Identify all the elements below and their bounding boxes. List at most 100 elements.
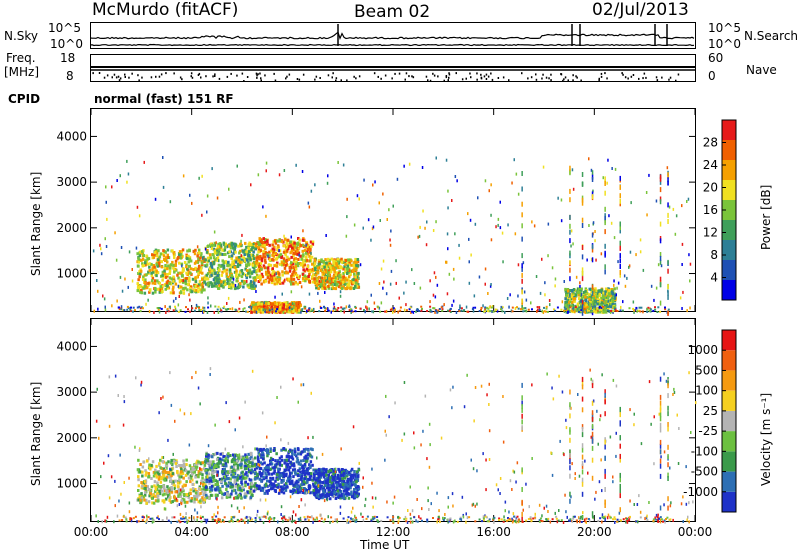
power-echo-cell xyxy=(199,254,203,258)
velocity-echo-cell xyxy=(139,500,143,504)
velocity-echo-cell xyxy=(180,475,183,479)
freq-dot xyxy=(448,76,450,79)
power-ground-cell xyxy=(429,308,432,311)
power-ground-cell xyxy=(484,310,486,313)
velocity-echo-cell xyxy=(291,449,294,453)
power-echo-cell xyxy=(273,239,277,243)
power-ground-cell xyxy=(216,308,219,311)
power-scatter-cell xyxy=(617,260,619,264)
power-echo-cell xyxy=(198,251,201,255)
velocity-echo-cell xyxy=(272,482,275,486)
power-echo-cell xyxy=(153,253,156,257)
power-echo-cell xyxy=(355,271,359,275)
power-echo-cell xyxy=(239,242,242,246)
power-ground-cell xyxy=(478,310,481,312)
power-echo-cell xyxy=(209,281,213,285)
power-echo-cell xyxy=(173,270,176,274)
power-echo-cell xyxy=(185,276,189,280)
power-scatter-cell xyxy=(350,311,352,314)
velocity-echo-cell xyxy=(258,486,261,490)
power-scatter-cell xyxy=(175,297,177,300)
velocity-echo-cell xyxy=(185,493,188,497)
power-echo-cell xyxy=(287,277,291,281)
power-streak-cell xyxy=(604,269,606,275)
velocity-echo-cell xyxy=(223,479,227,483)
power-echo-cell xyxy=(207,244,210,248)
power-echo-cell xyxy=(317,266,320,270)
freq-dot xyxy=(563,78,565,81)
power-scatter-cell xyxy=(586,258,588,262)
power-echo-cell xyxy=(169,266,172,270)
power-echo-cell xyxy=(305,267,309,271)
power-ground-cell xyxy=(501,310,504,313)
power-ground-cell xyxy=(264,306,267,309)
velocity-echo-cell xyxy=(145,501,148,505)
power-echo-cell xyxy=(215,249,218,253)
velocity-echo-cell xyxy=(302,448,306,452)
power-echo-cell xyxy=(260,272,264,276)
velocity-echo-cell xyxy=(147,472,151,475)
power-echo-cell xyxy=(213,241,217,245)
velocity-echo-cell xyxy=(208,481,211,485)
power-echo-cell xyxy=(266,239,269,243)
freq-dot xyxy=(470,76,472,79)
power-echo-cell xyxy=(249,284,253,288)
power-echo-cell xyxy=(262,305,265,309)
power-echo-cell xyxy=(294,272,298,276)
power-echo-cell xyxy=(155,254,159,258)
freq-dot xyxy=(535,73,537,76)
power-scatter-cell xyxy=(451,303,453,307)
power-echo-cell xyxy=(303,263,306,267)
power-echo-cell xyxy=(156,258,160,262)
power-scatter-cell xyxy=(366,307,368,311)
power-echo-cell xyxy=(223,245,227,249)
velocity-echo-cell xyxy=(254,482,257,486)
power-scatter-cell xyxy=(568,304,571,308)
power-scatter-cell xyxy=(206,194,209,198)
power-ground-cell xyxy=(664,308,667,311)
velocity-echo-cell xyxy=(174,490,177,494)
power-echo-cell xyxy=(343,276,347,280)
power-scatter-cell xyxy=(437,310,439,314)
power-ground-cell xyxy=(421,307,423,310)
power-echo-cell xyxy=(297,251,301,255)
power-scatter-cell xyxy=(314,183,316,187)
power-ground-cell xyxy=(132,306,135,309)
power-echo-cell xyxy=(297,258,300,261)
freq-dot xyxy=(427,79,429,82)
velocity-echo-cell xyxy=(236,459,239,463)
power-scatter-cell xyxy=(198,176,200,180)
power-scatter-cell xyxy=(544,293,546,297)
power-scatter-cell xyxy=(250,306,253,310)
power-echo-cell xyxy=(348,263,351,267)
power-echo-cell xyxy=(164,256,168,260)
power-echo-cell xyxy=(299,254,302,258)
power-echo-cell xyxy=(331,264,334,268)
power-echo-cell xyxy=(302,268,305,272)
power-scatter-cell xyxy=(633,310,635,314)
freq-dot xyxy=(255,72,258,75)
power-streak-cell xyxy=(667,268,669,274)
velocity-echo-cell xyxy=(231,458,235,461)
power-ground-cell xyxy=(264,308,267,311)
velocity-echo-cell xyxy=(300,487,303,490)
power-ground-cell xyxy=(307,309,310,312)
power-echo-cell xyxy=(231,265,234,269)
freq-dot xyxy=(661,76,663,79)
power-echo-cell xyxy=(162,254,166,258)
velocity-echo-cell xyxy=(275,462,278,466)
power-echo-cell xyxy=(327,271,330,275)
power-echo-cell xyxy=(253,280,256,284)
power-echo-cell xyxy=(250,310,253,314)
power-ground-cell xyxy=(373,308,376,310)
power-scatter-cell xyxy=(424,226,426,230)
power-echo-cell xyxy=(283,244,286,248)
power-scatter-cell xyxy=(189,298,191,302)
velocity-echo-cell xyxy=(148,463,151,467)
power-echo-cell xyxy=(250,248,253,252)
power-echo-cell xyxy=(254,264,257,268)
velocity-echo-cell xyxy=(281,487,284,491)
velocity-echo-cell xyxy=(273,447,276,450)
power-streak-cell xyxy=(604,264,606,270)
velocity-echo-cell xyxy=(205,454,208,458)
